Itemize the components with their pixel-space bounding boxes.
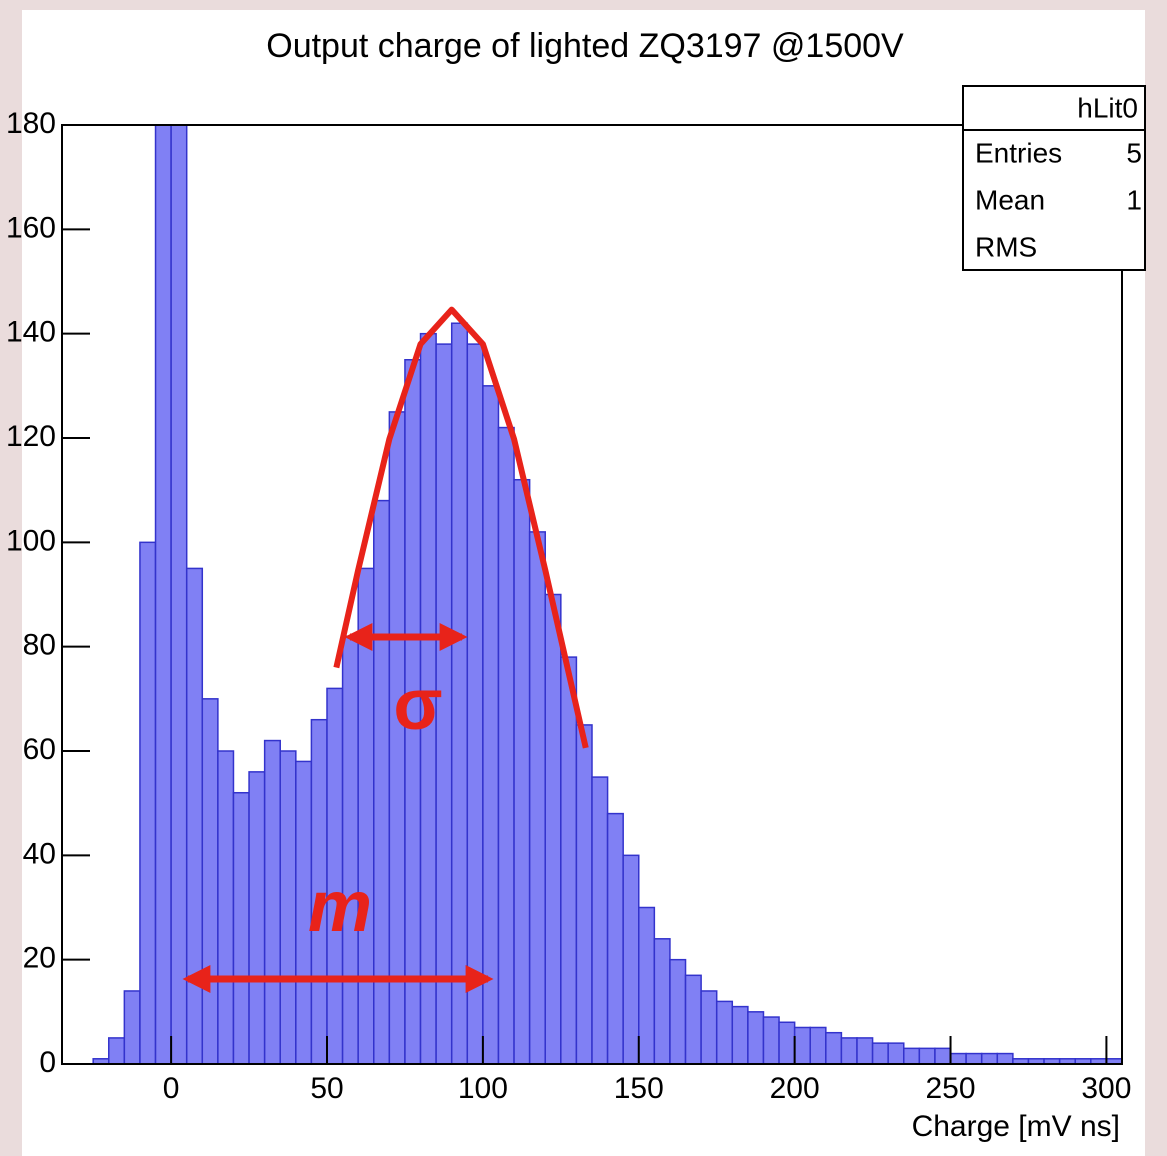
stats-value: 5 bbox=[1126, 137, 1142, 168]
bar bbox=[466, 343, 484, 1064]
bar bbox=[185, 567, 204, 1064]
x-tick-label: 0 bbox=[163, 1072, 180, 1105]
m-label: m bbox=[308, 867, 372, 947]
stats-box: hLit0 bbox=[962, 85, 1146, 271]
bar bbox=[622, 854, 640, 1064]
bar bbox=[575, 724, 593, 1064]
stats-title: hLit0 bbox=[1077, 92, 1138, 123]
y-tick-label: 180 bbox=[6, 107, 56, 140]
y-tick-label: 140 bbox=[6, 316, 56, 349]
bar bbox=[263, 739, 281, 1064]
bar bbox=[949, 1052, 967, 1064]
bar bbox=[513, 478, 531, 1064]
bar bbox=[793, 1026, 811, 1064]
bar bbox=[684, 974, 702, 1064]
bar bbox=[201, 698, 219, 1064]
bar bbox=[903, 1047, 921, 1064]
bar bbox=[123, 990, 141, 1064]
bar bbox=[934, 1047, 952, 1064]
bar bbox=[887, 1042, 905, 1064]
stats-label: Entries bbox=[975, 137, 1062, 168]
chart-title: Output charge of lighted ZQ3197 @1500V bbox=[266, 27, 904, 65]
bar bbox=[450, 322, 469, 1064]
y-tick-label: 40 bbox=[23, 837, 56, 870]
stats-label: RMS bbox=[975, 231, 1037, 262]
fit-curve bbox=[333, 306, 589, 749]
y-tick-label: 120 bbox=[6, 420, 56, 453]
bar bbox=[108, 1037, 126, 1064]
y-tick-label: 100 bbox=[6, 524, 56, 557]
x-tick-label: 100 bbox=[458, 1072, 508, 1105]
bar bbox=[357, 567, 375, 1064]
bar bbox=[528, 531, 546, 1064]
bar bbox=[871, 1042, 889, 1064]
bar bbox=[778, 1021, 796, 1064]
x-tick-label: 250 bbox=[925, 1072, 975, 1105]
bar bbox=[248, 771, 266, 1064]
y-tick-label: 160 bbox=[6, 211, 56, 244]
x-tick-label: 150 bbox=[614, 1072, 664, 1105]
bar bbox=[497, 426, 515, 1064]
bar bbox=[731, 1005, 749, 1064]
bar bbox=[918, 1047, 936, 1064]
bar bbox=[840, 1037, 858, 1064]
x-tick-label: 50 bbox=[310, 1072, 343, 1105]
frame bbox=[61, 124, 1123, 1065]
bar bbox=[606, 812, 624, 1064]
bar bbox=[591, 776, 609, 1064]
bar bbox=[341, 635, 359, 1064]
bar bbox=[232, 791, 250, 1064]
y-tick-label: 0 bbox=[39, 1046, 56, 1079]
stats-value: 1 bbox=[1126, 184, 1142, 215]
bar bbox=[715, 1000, 734, 1064]
bar bbox=[809, 1026, 827, 1064]
bar bbox=[653, 938, 671, 1064]
bar bbox=[747, 1011, 765, 1064]
bar bbox=[762, 1016, 780, 1064]
y-tick-label: 80 bbox=[23, 629, 56, 662]
bar bbox=[825, 1031, 843, 1064]
sigma-label: σ bbox=[393, 665, 442, 745]
bar bbox=[669, 958, 687, 1064]
bar bbox=[965, 1052, 983, 1064]
bar bbox=[279, 750, 297, 1064]
y-tick-label: 60 bbox=[23, 733, 56, 766]
x-axis-title: Charge [mV ns] bbox=[912, 1110, 1120, 1143]
bar bbox=[154, 125, 172, 1064]
bar bbox=[170, 125, 188, 1064]
x-tick-label: 200 bbox=[770, 1072, 820, 1105]
bar bbox=[856, 1037, 874, 1064]
stats-label: Mean bbox=[975, 184, 1045, 215]
bar bbox=[996, 1052, 1014, 1064]
stats-frame bbox=[962, 85, 1146, 271]
bar bbox=[560, 656, 578, 1064]
bar bbox=[139, 541, 157, 1064]
bar bbox=[217, 750, 235, 1064]
bar bbox=[544, 593, 562, 1064]
x-tick-label: 300 bbox=[1081, 1072, 1131, 1105]
bar bbox=[482, 385, 500, 1064]
bar bbox=[638, 906, 656, 1064]
y-tick-label: 20 bbox=[23, 942, 56, 975]
bar bbox=[980, 1052, 999, 1064]
bar bbox=[700, 990, 718, 1064]
